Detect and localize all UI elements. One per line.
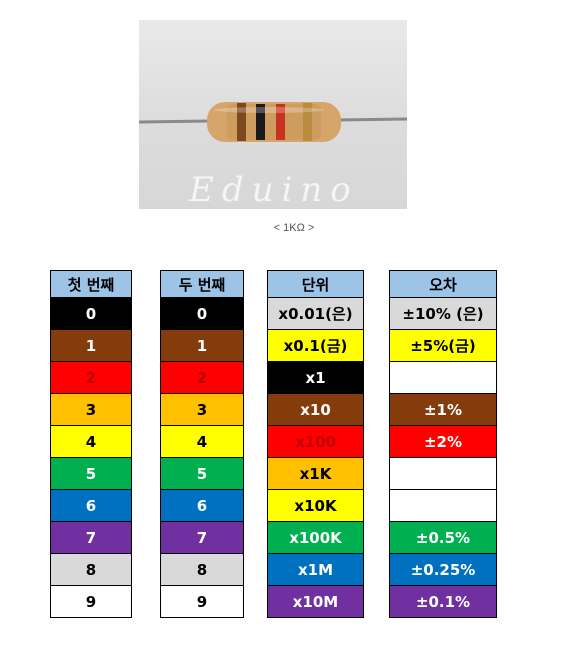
first-digit-cell: 7 [50, 521, 132, 554]
tolerance-cell: ±1% [389, 393, 497, 426]
tolerance-header: 오차 [389, 270, 497, 298]
tolerance-cell: ±0.25% [389, 553, 497, 586]
multiplier-table: 단위 x0.01(은) x0.1(금) x1 x10 x100 x1K x10K… [267, 270, 364, 618]
band-red [276, 104, 285, 140]
first-digit-cell: 6 [50, 489, 132, 522]
resistor-illustration [139, 102, 407, 142]
watermark-text: Eduino [189, 170, 359, 209]
second-digit-cell: 5 [160, 457, 244, 490]
multiplier-cell: x10M [267, 585, 364, 618]
tolerance-cell [389, 489, 497, 522]
second-digit-cell: 4 [160, 425, 244, 458]
multiplier-cell: x100 [267, 425, 364, 458]
second-digit-cell: 1 [160, 329, 244, 362]
second-digit-header: 두 번째 [160, 270, 244, 298]
second-digit-cell: 6 [160, 489, 244, 522]
multiplier-cell: x10K [267, 489, 364, 522]
first-digit-cell: 0 [50, 297, 132, 330]
multiplier-cell: x1K [267, 457, 364, 490]
tolerance-cell: ±0.1% [389, 585, 497, 618]
tolerance-cell: ±5%(금) [389, 329, 497, 362]
resistance-caption: < 1KΩ > [273, 222, 315, 234]
tolerance-cell [389, 457, 497, 490]
first-digit-header: 첫 번째 [50, 270, 132, 298]
multiplier-cell: x100K [267, 521, 364, 554]
tolerance-cell: ±2% [389, 425, 497, 458]
first-digit-cell: 4 [50, 425, 132, 458]
multiplier-header: 단위 [267, 270, 364, 298]
tolerance-table: 오차 ±10% (은) ±5%(금) ±1% ±2% ±0.5% ±0.25% … [389, 270, 497, 618]
first-digit-cell: 2 [50, 361, 132, 394]
second-digit-cell: 0 [160, 297, 244, 330]
band-brown [237, 103, 246, 141]
second-digit-table: 두 번째 0 1 2 3 4 5 6 7 8 9 [160, 270, 244, 618]
second-digit-cell: 7 [160, 521, 244, 554]
multiplier-cell: x1 [267, 361, 364, 394]
first-digit-cell: 1 [50, 329, 132, 362]
multiplier-cell: x0.01(은) [267, 297, 364, 330]
second-digit-cell: 2 [160, 361, 244, 394]
band-black [256, 104, 265, 140]
tolerance-cell [389, 361, 497, 394]
multiplier-cell: x1M [267, 553, 364, 586]
first-digit-cell: 9 [50, 585, 132, 618]
tolerance-cell: ±10% (은) [389, 297, 497, 330]
tolerance-cell: ±0.5% [389, 521, 497, 554]
first-digit-table: 첫 번째 0 1 2 3 4 5 6 7 8 9 [50, 270, 132, 618]
multiplier-cell: x10 [267, 393, 364, 426]
first-digit-cell: 5 [50, 457, 132, 490]
second-digit-cell: 9 [160, 585, 244, 618]
resistor-photo: Eduino [139, 20, 407, 209]
second-digit-cell: 8 [160, 553, 244, 586]
multiplier-cell: x0.1(금) [267, 329, 364, 362]
first-digit-cell: 3 [50, 393, 132, 426]
band-gold [303, 103, 312, 141]
first-digit-cell: 8 [50, 553, 132, 586]
second-digit-cell: 3 [160, 393, 244, 426]
